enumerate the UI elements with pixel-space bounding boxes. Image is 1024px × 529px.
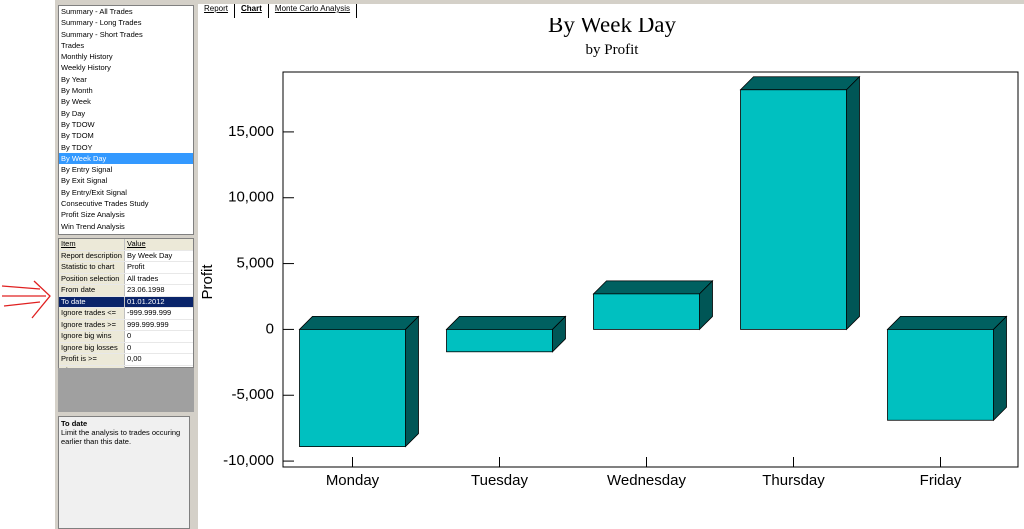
report-list: Summary - All Trades Summary - Long Trade… [58, 5, 194, 235]
y-tick-label: -10,000 [223, 452, 274, 469]
bar [299, 329, 406, 447]
property-row[interactable]: Ignore trades >= 999.999.999 [59, 319, 193, 331]
bar-side [993, 315, 1007, 422]
property-header: Item Value [59, 239, 193, 251]
description-text: Limit the analysis to trades occuring ea… [61, 428, 181, 446]
description-box: To date Limit the analysis to trades occ… [58, 416, 190, 529]
x-tick-label: Tuesday [471, 472, 528, 489]
x-tick-label: Friday [920, 472, 962, 489]
bar [593, 293, 700, 330]
x-tick-label: Wednesday [607, 472, 686, 489]
header-cell: Item [59, 239, 125, 250]
bar-top [886, 316, 1008, 330]
report-item[interactable]: By Month [61, 86, 93, 96]
plot-frame [282, 71, 1019, 468]
property-name: Profit is >= [59, 354, 125, 365]
report-item[interactable]: By Entry/Exit Signal [61, 187, 127, 197]
splitter[interactable] [195, 0, 198, 529]
report-item[interactable]: Win Trend Analysis [61, 221, 125, 231]
bar-side [405, 315, 419, 448]
property-name: Position selection [59, 273, 125, 284]
y-tick-label: -5,000 [231, 386, 274, 403]
report-item[interactable]: Summary - Short Trades [61, 29, 143, 39]
property-value: 0,00 [127, 354, 142, 363]
property-row[interactable]: To date 01.01.2012 [59, 296, 193, 308]
property-name: From date [59, 285, 125, 296]
property-grid: Item Value Report description By Week Day St… [58, 238, 194, 377]
property-name: Statistic to chart [59, 262, 125, 273]
chart: By Week Day by Profit Profit -10,000 -5,0… [199, 18, 1019, 489]
y-axis-label: Profit [199, 264, 216, 300]
annotation [1, 280, 51, 319]
report-item[interactable]: Profit Size Analysis [61, 210, 125, 220]
y-tick-label: 0 [266, 320, 274, 337]
bar [446, 329, 553, 353]
property-row[interactable]: Ignore big wins 0 [59, 331, 193, 343]
report-item[interactable]: By Entry Signal [61, 165, 113, 175]
left-panel: Summary - All Trades Summary - Long Trade… [55, 0, 195, 529]
empty-area [58, 368, 194, 412]
report-item[interactable]: Consecutive Trades Study [61, 199, 149, 209]
property-row[interactable]: Position selection All trades [59, 273, 193, 285]
tab[interactable]: Chart [235, 4, 269, 18]
bar-top [739, 76, 861, 91]
report-item[interactable]: By Week Day [59, 152, 193, 165]
tab[interactable]: Monte Carlo Analysis [269, 4, 358, 18]
bar [740, 89, 847, 330]
property-row[interactable]: From date 23.06.1998 [59, 285, 193, 297]
report-item[interactable]: By TDOY [61, 142, 93, 152]
property-value: All trades [127, 273, 159, 283]
property-value: 0 [127, 342, 132, 352]
report-item[interactable]: By TDOM [61, 131, 94, 141]
property-value: 999.999.999 [127, 319, 169, 329]
property-value: 01.01.2012 [125, 296, 193, 307]
property-name: Ignore big losses [59, 342, 125, 353]
property-name: To date [59, 296, 125, 307]
property-row[interactable]: Profit is >= 0,00 [59, 354, 193, 366]
property-name: Ignore trades >= [59, 319, 125, 330]
report-item[interactable]: Trades [61, 40, 85, 50]
bar-top [445, 316, 567, 330]
property-row[interactable]: Ignore trades <= -999.999.999 [59, 308, 193, 320]
x-tick-label: Thursday [762, 472, 825, 489]
report-item[interactable]: Summary - Long Trades [61, 18, 142, 28]
property-name: Report description [59, 250, 125, 261]
report-item[interactable]: Monthly History [61, 52, 113, 62]
chart-subtitle: by Profit [586, 42, 640, 58]
property-value: Profit [127, 262, 145, 271]
property-value: By Week Day [127, 250, 173, 260]
property-row[interactable]: Statistic to chart Profit [59, 262, 193, 274]
report-item[interactable]: By Year [61, 74, 87, 84]
bar-side [846, 75, 860, 331]
bar-top [298, 316, 420, 330]
tab[interactable]: Report [198, 4, 236, 18]
toolbar [195, 0, 1024, 4]
report-item[interactable]: Summary - All Trades [61, 7, 133, 16]
x-tick-label: Monday [326, 472, 380, 489]
property-value: 23.06.1998 [127, 285, 165, 294]
property-name: Ignore big wins [59, 331, 125, 342]
description-title: To date [61, 419, 88, 428]
header-cell: Value [125, 239, 193, 250]
property-name: Ignore trades <= [59, 308, 125, 319]
y-tick-label: 15,000 [228, 123, 274, 140]
property-value: 0 [127, 331, 132, 340]
bar [887, 329, 994, 421]
property-row[interactable]: Report description By Week Day [59, 250, 193, 262]
chart-title: By Week Day [548, 18, 677, 37]
report-item[interactable]: By Week [61, 97, 91, 107]
property-row[interactable]: Ignore big losses 0 [59, 342, 193, 354]
property-value: -999.999.999 [127, 308, 172, 317]
y-tick-label: 5,000 [236, 255, 274, 272]
report-item[interactable]: By TDOW [61, 119, 95, 129]
report-item[interactable]: Weekly History [61, 63, 111, 73]
report-item[interactable]: By Exit Signal [61, 176, 108, 186]
bar-top [592, 280, 714, 295]
report-item[interactable]: By Day [61, 108, 86, 118]
tab-bar: Report Chart Monte Carlo Analysis [198, 4, 358, 18]
y-tick-label: 10,000 [228, 189, 274, 206]
